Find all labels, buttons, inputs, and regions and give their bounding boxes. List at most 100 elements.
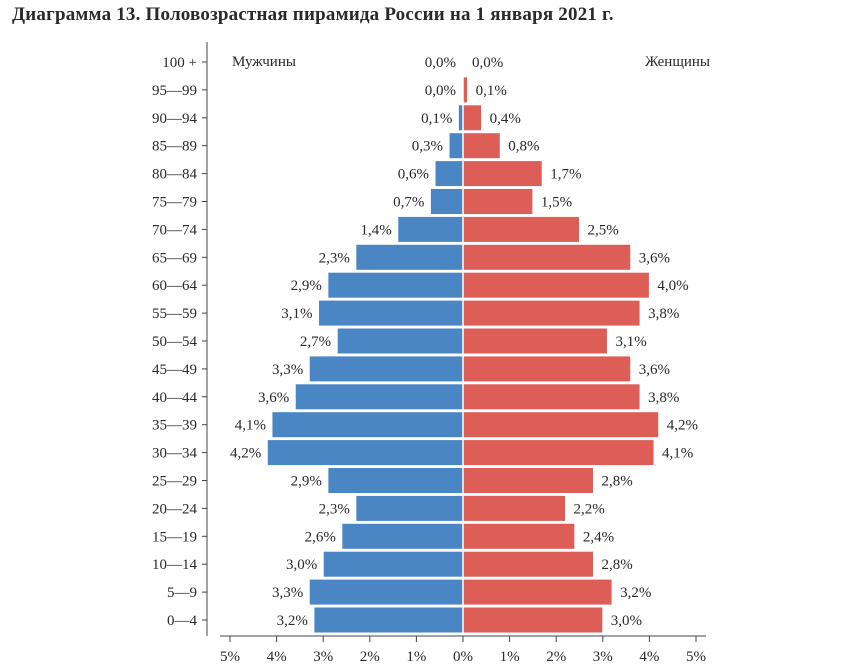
age-group-label: 95—99 bbox=[152, 83, 197, 99]
age-group-label: 20—24 bbox=[152, 501, 198, 517]
male-value-label: 2,6% bbox=[305, 529, 336, 545]
female-bar bbox=[462, 439, 655, 467]
female-bar bbox=[462, 578, 613, 606]
male-bar bbox=[429, 188, 464, 215]
labels-layer: 100 + 0,0% 0,0% 95—99 0,0% 0,1% 90—94 0,1% 0,4% 8… bbox=[152, 54, 710, 629]
female-bar bbox=[462, 188, 534, 215]
female-value-label: 0,0% bbox=[472, 55, 503, 71]
female-value-label: 2,4% bbox=[583, 529, 614, 545]
male-bar bbox=[355, 494, 464, 522]
female-bar bbox=[462, 132, 501, 160]
age-group-label: 35—39 bbox=[152, 418, 197, 434]
axis-layer: 5% 4% 3% 2% 1% 0% 1% 2% 3% 4% 5% bbox=[202, 42, 706, 665]
female-value-label: 2,8% bbox=[601, 474, 632, 490]
x-tick-label: 3% bbox=[593, 649, 613, 665]
male-bar bbox=[327, 271, 464, 299]
age-group-label: 25—29 bbox=[152, 474, 197, 490]
male-bar bbox=[397, 215, 464, 243]
male-series-name: Мужчины bbox=[232, 54, 296, 70]
female-value-label: 2,5% bbox=[588, 222, 619, 238]
bars-layer bbox=[266, 76, 660, 634]
male-bar bbox=[308, 578, 464, 606]
male-value-label: 0,3% bbox=[412, 139, 443, 155]
male-value-label: 3,3% bbox=[272, 362, 303, 378]
female-bar bbox=[462, 494, 567, 522]
female-value-label: 0,8% bbox=[508, 139, 539, 155]
age-group-label: 80—84 bbox=[152, 167, 198, 183]
female-value-label: 3,8% bbox=[648, 306, 679, 322]
male-value-label: 4,1% bbox=[235, 418, 266, 434]
female-bar bbox=[462, 215, 580, 243]
age-group-label: 65—69 bbox=[152, 250, 197, 266]
female-bar bbox=[462, 355, 632, 383]
female-bar bbox=[462, 550, 594, 578]
male-bar bbox=[294, 383, 464, 411]
age-group-label: 0—4 bbox=[167, 613, 198, 629]
male-value-label: 3,0% bbox=[286, 557, 317, 573]
age-group-label: 55—59 bbox=[152, 306, 197, 322]
age-group-label: 85—89 bbox=[152, 139, 197, 155]
female-bar bbox=[462, 160, 543, 188]
male-value-label: 0,0% bbox=[425, 55, 456, 71]
female-bar bbox=[462, 104, 483, 132]
female-value-label: 3,6% bbox=[639, 250, 670, 266]
male-bar bbox=[308, 355, 464, 383]
male-value-label: 2,7% bbox=[300, 334, 331, 350]
female-value-label: 4,2% bbox=[667, 418, 698, 434]
female-series-name: Женщины bbox=[645, 54, 710, 70]
male-bar bbox=[355, 243, 464, 271]
female-bar bbox=[462, 327, 608, 355]
male-value-label: 3,3% bbox=[272, 585, 303, 601]
age-group-label: 50—54 bbox=[152, 334, 198, 350]
male-value-label: 2,3% bbox=[319, 501, 350, 517]
male-value-label: 0,6% bbox=[398, 167, 429, 183]
x-tick-label: 0% bbox=[453, 649, 473, 665]
female-bar bbox=[462, 522, 576, 550]
age-group-label: 15—19 bbox=[152, 529, 197, 545]
x-tick-label: 5% bbox=[220, 649, 240, 665]
female-value-label: 3,8% bbox=[648, 390, 679, 406]
female-bar bbox=[462, 411, 660, 439]
male-bar bbox=[327, 467, 464, 494]
female-value-label: 0,1% bbox=[476, 83, 507, 99]
age-group-label: 45—49 bbox=[152, 362, 197, 378]
male-bar bbox=[341, 522, 464, 550]
x-tick-label: 4% bbox=[639, 649, 659, 665]
female-value-label: 4,1% bbox=[662, 446, 693, 462]
age-group-label: 100 + bbox=[162, 55, 197, 71]
female-bar bbox=[462, 243, 632, 271]
male-value-label: 0,7% bbox=[393, 195, 424, 211]
x-tick-label: 3% bbox=[313, 649, 333, 665]
female-bar bbox=[462, 606, 604, 634]
male-value-label: 0,1% bbox=[421, 111, 452, 127]
male-value-label: 4,2% bbox=[230, 446, 261, 462]
male-value-label: 3,6% bbox=[258, 390, 289, 406]
male-bar bbox=[271, 411, 464, 439]
female-value-label: 3,6% bbox=[639, 362, 670, 378]
female-bar bbox=[462, 467, 594, 494]
age-group-label: 60—64 bbox=[152, 278, 198, 294]
male-bar bbox=[448, 132, 464, 160]
female-value-label: 2,2% bbox=[574, 501, 605, 517]
male-value-label: 3,2% bbox=[277, 613, 308, 629]
female-value-label: 1,5% bbox=[541, 195, 572, 211]
female-bar bbox=[462, 299, 641, 327]
x-tick-label: 1% bbox=[406, 649, 426, 665]
female-value-label: 3,0% bbox=[611, 613, 642, 629]
female-value-label: 0,4% bbox=[490, 111, 521, 127]
x-tick-label: 2% bbox=[546, 649, 566, 665]
x-tick-label: 5% bbox=[686, 649, 706, 665]
female-value-label: 2,8% bbox=[601, 557, 632, 573]
x-tick-label: 1% bbox=[500, 649, 520, 665]
chart-title: Диаграмма 13. Половозрастная пирамида Ро… bbox=[12, 4, 614, 25]
male-value-label: 3,1% bbox=[281, 306, 312, 322]
male-bar bbox=[336, 327, 464, 355]
age-group-label: 70—74 bbox=[152, 222, 198, 238]
age-group-label: 75—79 bbox=[152, 195, 197, 211]
male-value-label: 1,4% bbox=[361, 222, 392, 238]
male-bar bbox=[434, 160, 464, 188]
x-tick-label: 2% bbox=[360, 649, 380, 665]
male-bar bbox=[322, 550, 464, 578]
male-value-label: 2,9% bbox=[291, 474, 322, 490]
